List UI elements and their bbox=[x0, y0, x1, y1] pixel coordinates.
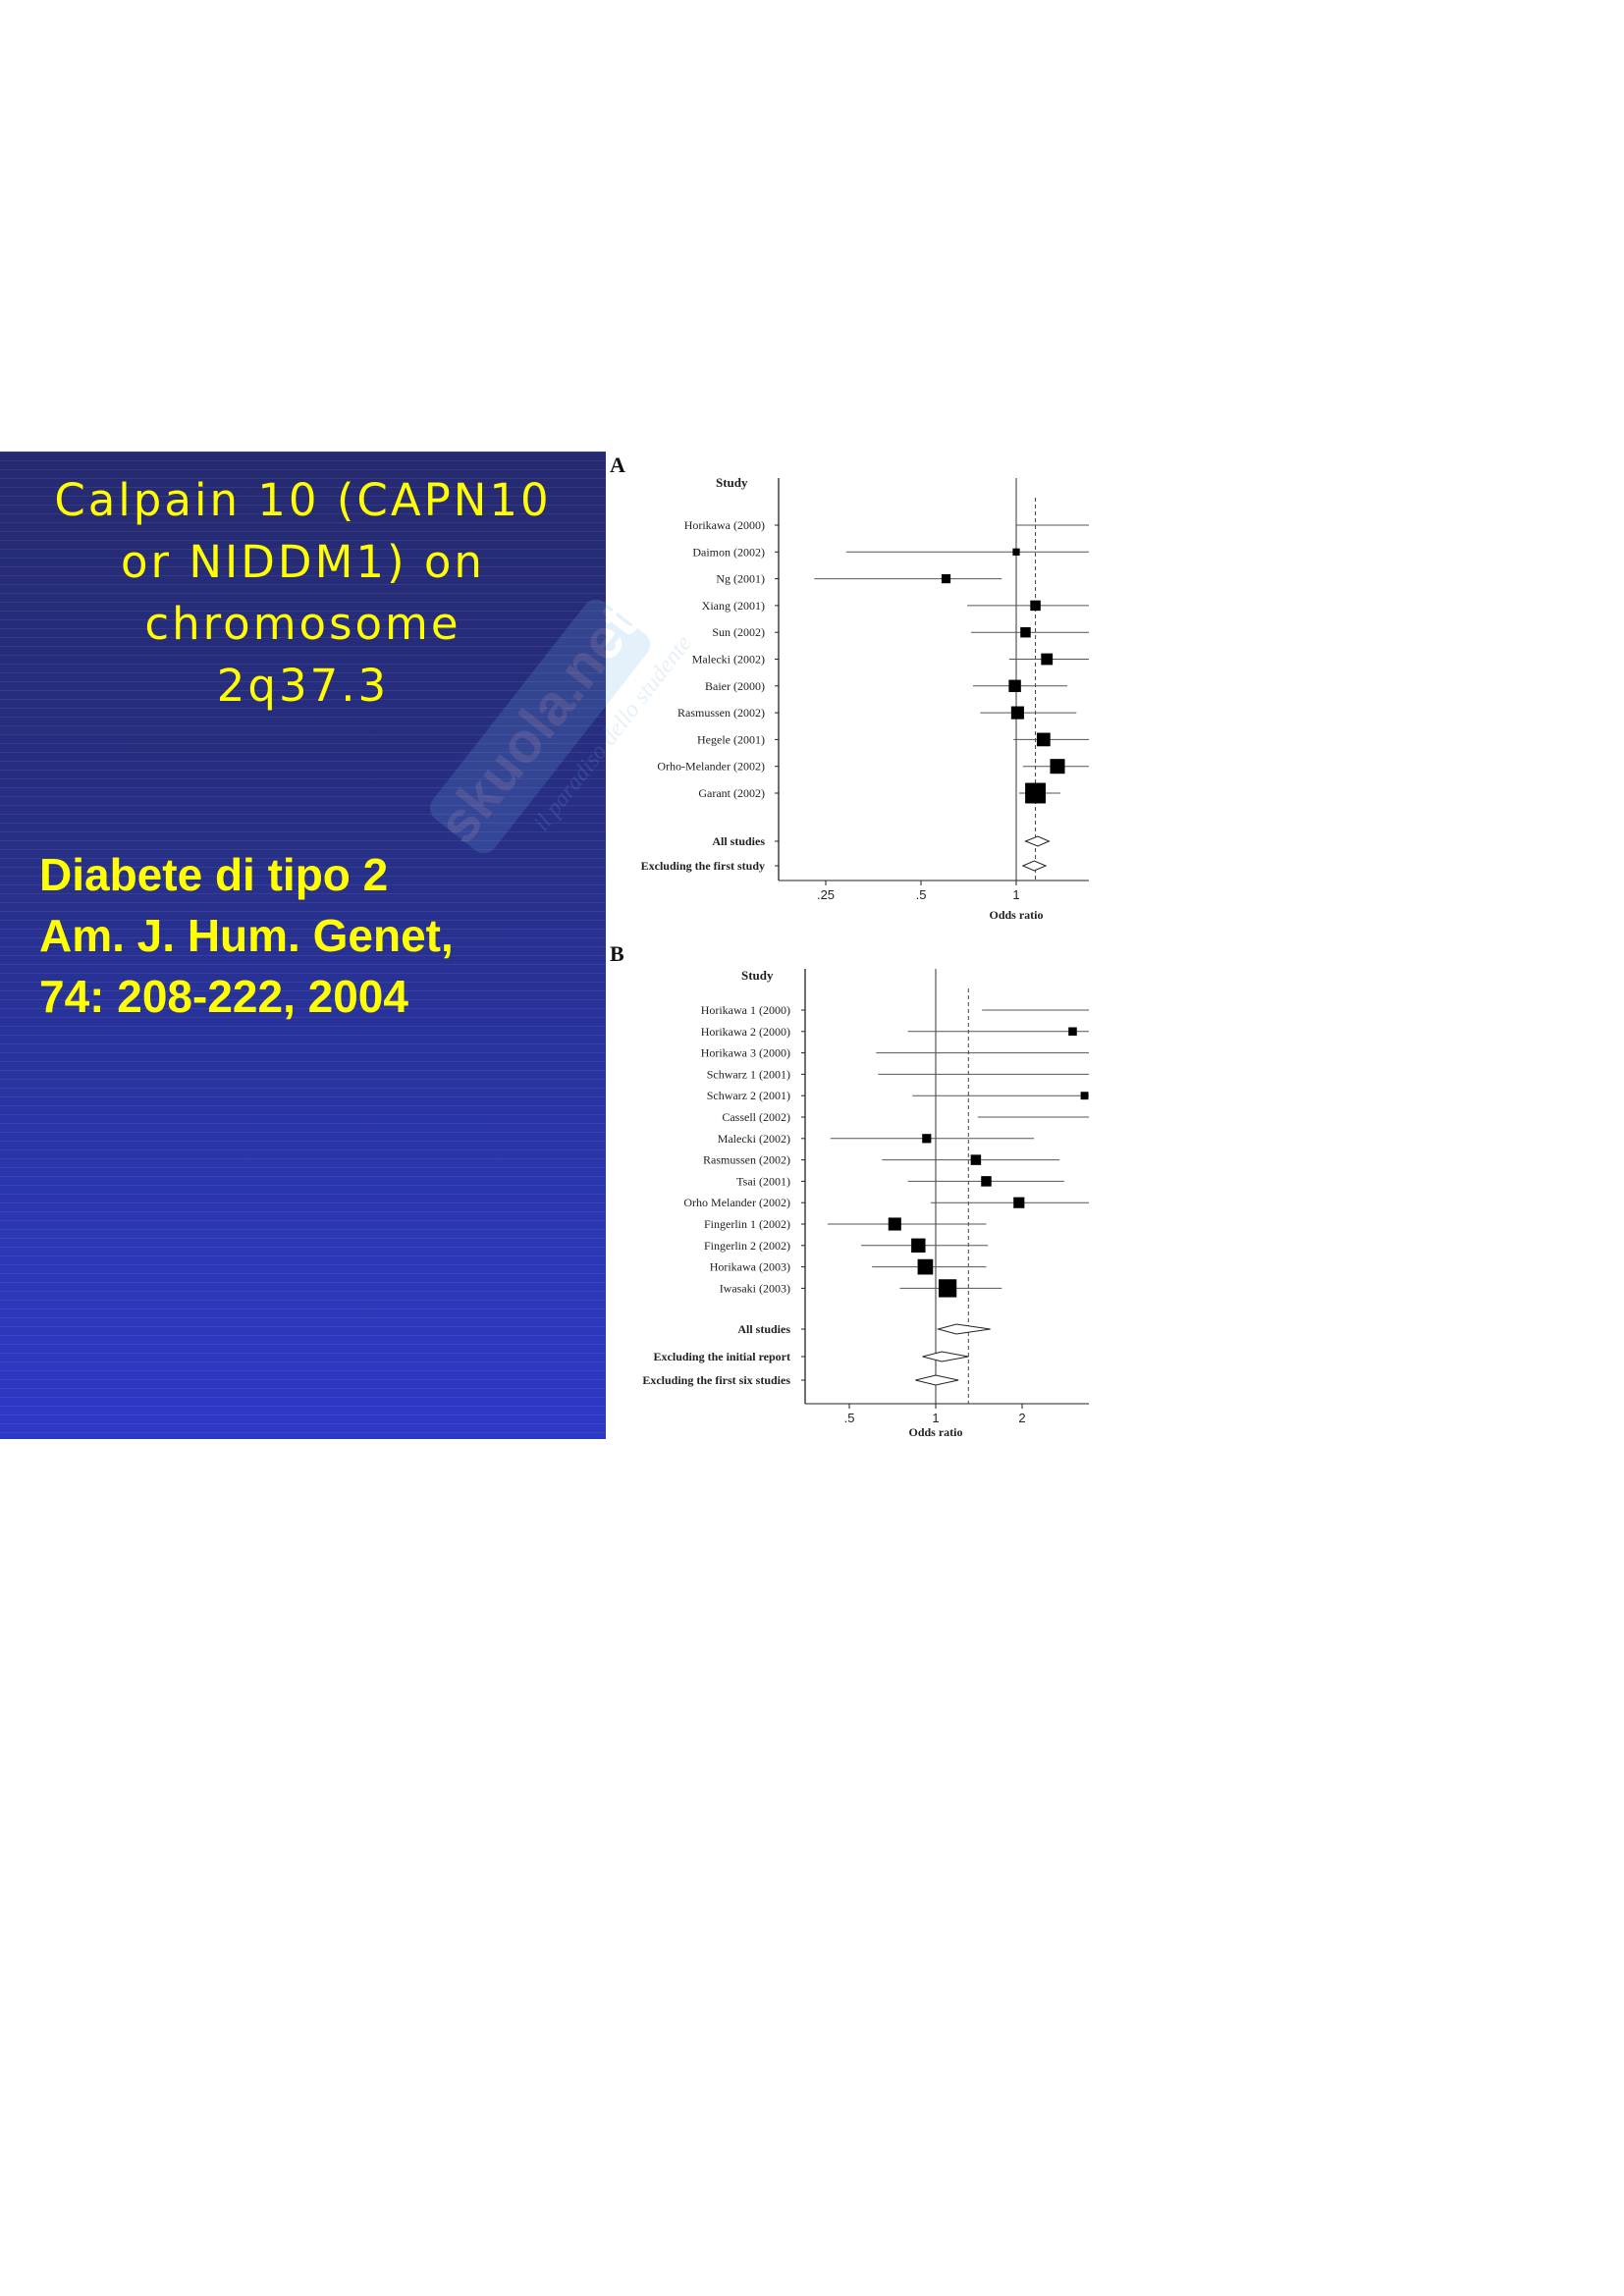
study-label: Cassell (2002) bbox=[722, 1110, 790, 1124]
study-label: Baier (2000) bbox=[705, 679, 765, 693]
x-axis-label: Odds ratio bbox=[908, 1425, 962, 1439]
study-label: Hegele (2001) bbox=[697, 732, 765, 746]
study-estimate-box bbox=[1008, 679, 1021, 693]
title-line: chromosome bbox=[144, 598, 461, 650]
study-estimate-box bbox=[1030, 600, 1041, 612]
subtitle-line: Am. J. Hum. Genet, bbox=[39, 910, 454, 961]
study-estimate-box bbox=[1080, 1092, 1089, 1100]
summary-diamond bbox=[936, 1323, 991, 1335]
title-line: or NIDDM1) on bbox=[121, 536, 485, 588]
slide-subtitle: Diabete di tipo 2 Am. J. Hum. Genet, 74:… bbox=[39, 844, 454, 1027]
x-tick-label: .5 bbox=[916, 887, 927, 902]
study-estimate-box bbox=[922, 1134, 932, 1144]
study-label: Orho Melander (2002) bbox=[683, 1196, 790, 1209]
x-tick-label: 1 bbox=[932, 1411, 939, 1425]
panel-label: B bbox=[610, 941, 624, 966]
x-tick-label: .5 bbox=[844, 1411, 855, 1425]
study-label: Schwarz 1 (2001) bbox=[707, 1067, 790, 1081]
summary-diamond bbox=[1021, 860, 1048, 872]
summary-diamond bbox=[1024, 835, 1051, 847]
study-estimate-box bbox=[917, 1258, 934, 1275]
study-label: Horikawa (2000) bbox=[684, 518, 765, 532]
x-axis-label: Odds ratio bbox=[989, 908, 1043, 922]
slide-title: Calpain 10 (CAPN10 or NIDDM1) on chromos… bbox=[0, 469, 606, 717]
x-tick-label: 1 bbox=[1012, 887, 1019, 902]
subtitle-line: 74: 208-222, 2004 bbox=[39, 971, 408, 1022]
subtitle-line: Diabete di tipo 2 bbox=[39, 849, 389, 900]
study-label: Fingerlin 1 (2002) bbox=[704, 1217, 790, 1231]
study-label: Malecki (2002) bbox=[692, 653, 765, 667]
title-line: 2q37.3 bbox=[216, 660, 390, 712]
summary-label: All studies bbox=[737, 1322, 790, 1336]
summary-label: Excluding the first study bbox=[641, 859, 765, 873]
study-label: Ng (2001) bbox=[716, 572, 765, 586]
study-estimate-box bbox=[1025, 782, 1047, 804]
study-estimate-box bbox=[888, 1217, 901, 1231]
summary-diamond bbox=[915, 1374, 959, 1386]
study-estimate-box bbox=[970, 1154, 982, 1165]
study-label: Horikawa 3 (2000) bbox=[701, 1046, 790, 1060]
study-label: Orho-Melander (2002) bbox=[657, 760, 765, 774]
study-estimate-box bbox=[911, 1238, 926, 1253]
summary-label: Excluding the initial report bbox=[654, 1350, 790, 1363]
x-tick-label: .25 bbox=[817, 887, 835, 902]
study-estimate-box bbox=[1010, 706, 1024, 720]
study-estimate-box bbox=[981, 1176, 992, 1187]
study-label: Rasmussen (2002) bbox=[703, 1153, 790, 1167]
study-label: Iwasaki (2003) bbox=[720, 1281, 790, 1295]
study-estimate-box bbox=[1068, 1027, 1077, 1037]
panel-label: A bbox=[610, 453, 625, 477]
summary-label: Excluding the first six studies bbox=[642, 1373, 790, 1387]
study-estimate-box bbox=[1013, 1197, 1025, 1208]
study-label: Daimon (2002) bbox=[692, 545, 765, 559]
study-estimate-box bbox=[1012, 548, 1020, 556]
study-estimate-box bbox=[938, 1279, 957, 1298]
study-label: Horikawa (2003) bbox=[710, 1260, 790, 1274]
title-line: Calpain 10 (CAPN10 bbox=[54, 474, 552, 526]
x-tick-label: 2 bbox=[1018, 1411, 1025, 1425]
forest-plot-figure: A Study .25.5 1 Odds ratio Horikawa (2000) Dai… bbox=[606, 452, 1089, 1439]
study-label: Schwarz 2 (2001) bbox=[707, 1089, 790, 1102]
study-estimate-box bbox=[1041, 653, 1054, 666]
study-estimate-box bbox=[1020, 626, 1031, 638]
slide: Calpain 10 (CAPN10 or NIDDM1) on chromos… bbox=[0, 452, 1089, 1439]
study-label: Xiang (2001) bbox=[702, 599, 765, 613]
study-label: Tsai (2001) bbox=[736, 1174, 790, 1188]
study-label: Malecki (2002) bbox=[718, 1132, 790, 1146]
study-estimate-box bbox=[941, 574, 951, 584]
summary-label: All studies bbox=[712, 834, 765, 848]
study-label: Garant (2002) bbox=[698, 786, 765, 800]
study-label: Sun (2002) bbox=[712, 625, 765, 639]
column-header: Study bbox=[741, 968, 774, 983]
column-header: Study bbox=[716, 475, 748, 490]
study-label: Rasmussen (2002) bbox=[677, 706, 765, 720]
study-label: Fingerlin 2 (2002) bbox=[704, 1239, 790, 1253]
title-panel: Calpain 10 (CAPN10 or NIDDM1) on chromos… bbox=[0, 452, 606, 1439]
study-estimate-box bbox=[1036, 732, 1051, 747]
study-label: Horikawa 2 (2000) bbox=[701, 1025, 790, 1039]
summary-diamond bbox=[922, 1351, 969, 1362]
study-label: Horikawa 1 (2000) bbox=[701, 1003, 790, 1017]
study-estimate-box bbox=[1050, 759, 1065, 774]
